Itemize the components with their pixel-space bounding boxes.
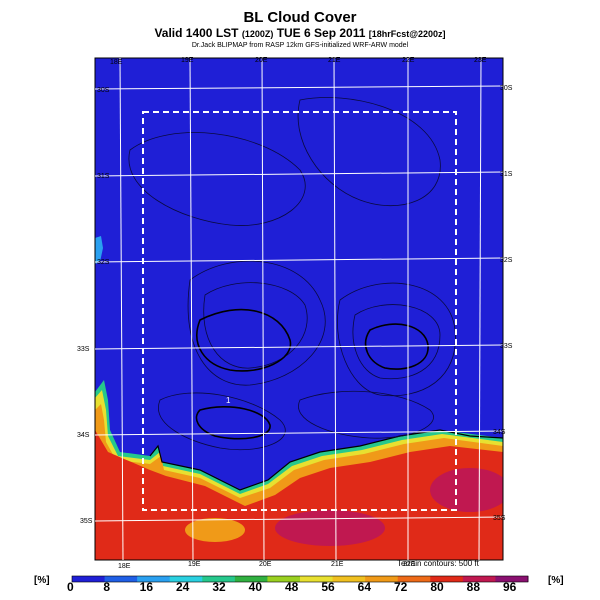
- valid-date: TUE 6 Sep 2011: [276, 26, 366, 40]
- terrain-contours-note: Terrain contours: 500 ft: [397, 559, 479, 568]
- colorbar-swatch: [397, 576, 431, 582]
- lon-tick-bottom: 18E: [118, 563, 131, 570]
- colorbar-label: 16: [139, 580, 154, 594]
- colorbar-swatch: [169, 576, 203, 582]
- colorbar-swatch: [430, 576, 464, 582]
- map-border: [94, 57, 504, 561]
- lon-tick-top: 22E: [402, 57, 415, 64]
- lat-tick-left: 32S: [97, 259, 110, 266]
- utc-time: (1200Z): [241, 29, 274, 39]
- colorbar-label: 80: [430, 580, 444, 594]
- cloud-core-east: [430, 468, 503, 512]
- colorbar-label: 72: [394, 580, 408, 594]
- map-field: [95, 58, 503, 560]
- tick-labels: 18E 19E 20E 21E 22E 23E 18E 19E 20E 21E …: [77, 57, 513, 570]
- colorbar-swatch: [495, 576, 529, 582]
- lon-tick-top: 18E: [110, 59, 123, 66]
- lat-tick-left: 34S: [77, 432, 90, 439]
- colorbar-label: 0: [67, 580, 74, 594]
- lat-tick-left: 31S: [97, 173, 110, 180]
- lat-tick-right: 33S: [500, 343, 513, 350]
- colorbar-label: 32: [212, 580, 226, 594]
- coastline: [149, 429, 503, 491]
- colorbar-swatch: [462, 576, 496, 582]
- lat-tick-right: 32S: [500, 257, 513, 264]
- cloud-lull-southwest: [185, 518, 245, 542]
- inner-domain-box: [142, 111, 457, 511]
- major-contours: [195, 308, 429, 440]
- colorbar-label: 56: [321, 580, 335, 594]
- lat-tick-right: 35S: [493, 515, 506, 522]
- lon-tick-top: 23E: [474, 57, 487, 64]
- colorbar-unit-left: [%]: [34, 575, 50, 586]
- colorbar-swatch: [332, 576, 366, 582]
- lon-tick-bottom: 19E: [188, 561, 201, 568]
- lat-tick-left: 35S: [80, 518, 93, 525]
- colorbar-label: 24: [176, 580, 190, 594]
- graticule: [94, 57, 504, 561]
- lon-tick-top: 19E: [181, 57, 194, 64]
- colorbar-swatch: [137, 576, 171, 582]
- colorbar-swatch: [72, 576, 106, 582]
- lat-tick-left: 33S: [77, 346, 90, 353]
- colorbar: [71, 575, 529, 583]
- lat-tick-right: 34S: [493, 429, 506, 436]
- lon-tick-top: 20E: [255, 57, 268, 64]
- lon-tick-bottom: 20E: [259, 561, 272, 568]
- lat-tick-right: 31S: [500, 171, 513, 178]
- colorbar-swatch: [202, 576, 236, 582]
- lon-tick-bottom: 22E: [403, 561, 416, 568]
- map-title: BL Cloud Cover: [243, 9, 357, 26]
- colorbar-border: [71, 575, 529, 583]
- model-credit: Dr.Jack BLIPMAP from RASP 12km GFS-initi…: [191, 42, 409, 49]
- colorbar-unit-right: [%]: [548, 575, 564, 586]
- colorbar-label: 88: [466, 580, 481, 594]
- map-subtitle: Valid 1400 LST (1200Z) TUE 6 Sep 2011 [1…: [0, 26, 600, 40]
- colorbar-swatch: [300, 576, 334, 582]
- colorbar-label: 64: [357, 580, 372, 594]
- colorbar-label: 48: [285, 580, 299, 594]
- lon-tick-bottom: 21E: [331, 561, 344, 568]
- colorbar-swatch: [267, 576, 301, 582]
- cloud-core-south: [275, 510, 385, 546]
- forecast-info: [18hrFcst@2200z]: [368, 29, 446, 39]
- colorbar-label: 8: [103, 580, 111, 594]
- lon-tick-top: 21E: [328, 57, 341, 64]
- colorbar-label: 96: [503, 580, 517, 594]
- colorbar-swatch: [365, 576, 399, 582]
- valid-time: Valid 1400 LST: [154, 26, 239, 40]
- colorbar-swatch: [104, 576, 138, 582]
- colorbar-swatch: [234, 576, 268, 582]
- lat-tick-right: 30S: [500, 85, 513, 92]
- lat-tick-left: 30S: [97, 87, 110, 94]
- site-marker: 1: [226, 396, 231, 405]
- cloud-patch-west: [95, 236, 103, 264]
- colorbar-label: 40: [248, 580, 263, 594]
